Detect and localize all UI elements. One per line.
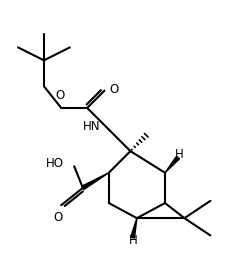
Text: HO: HO xyxy=(46,156,64,169)
Text: O: O xyxy=(109,83,118,96)
Text: O: O xyxy=(53,211,62,224)
Text: H: H xyxy=(129,234,138,247)
Polygon shape xyxy=(82,173,109,190)
Text: H: H xyxy=(175,148,184,161)
Polygon shape xyxy=(131,218,137,238)
Text: O: O xyxy=(56,89,65,103)
Text: HN: HN xyxy=(83,120,100,133)
Polygon shape xyxy=(165,156,180,173)
